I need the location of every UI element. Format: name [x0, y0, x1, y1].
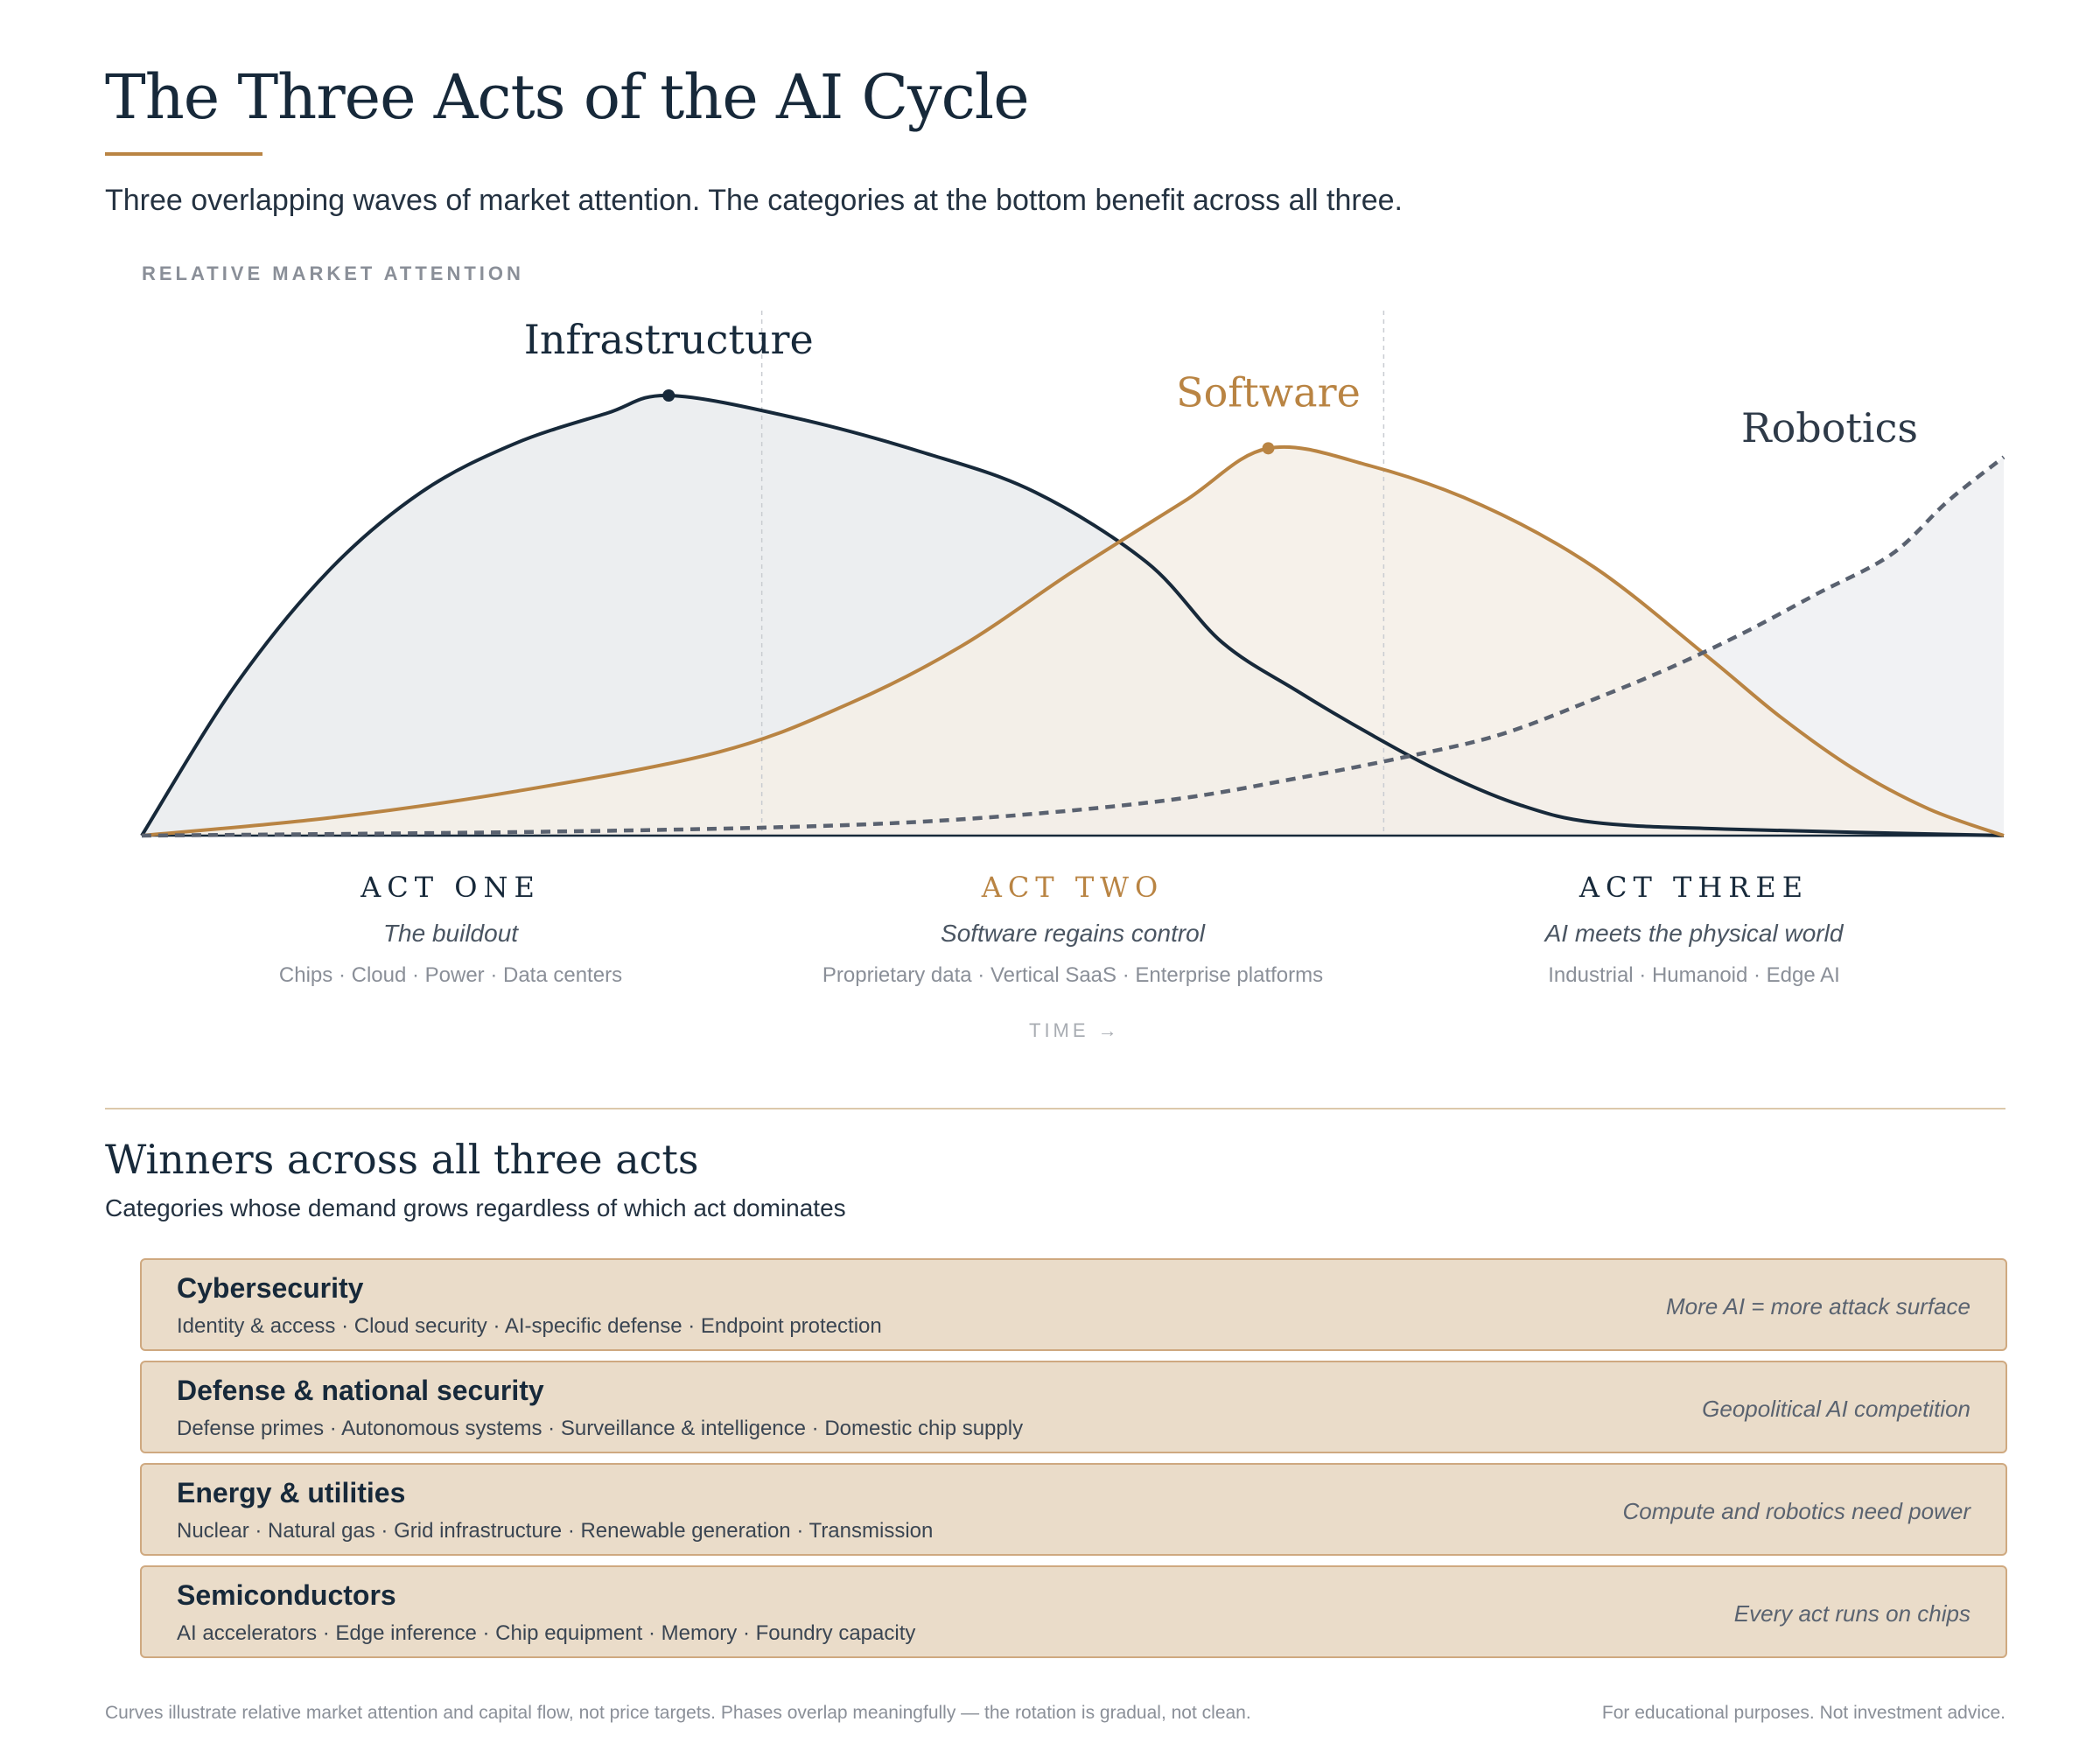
card-items: AI accelerators · Edge inference · Chip … — [177, 1621, 916, 1645]
title-underline — [105, 152, 262, 156]
footnote-advice: For educational purposes. Not investment… — [1601, 1703, 2006, 1723]
infrastructure-peak-marker — [662, 389, 676, 402]
winners-subtitle: Categories whose demand grows regardless… — [105, 1194, 846, 1222]
card-items: Identity & access · Cloud security · AI-… — [177, 1314, 882, 1338]
act-three-subtitle: AI meets the physical world — [1544, 920, 1844, 947]
card-note: Geopolitical AI competition — [1702, 1396, 1970, 1422]
card-note: Compute and robotics need power — [1622, 1498, 1970, 1524]
winner-card-energy: Energy & utilities Nuclear · Natural gas… — [140, 1463, 2007, 1556]
section-divider — [105, 1108, 2006, 1110]
card-note: Every act runs on chips — [1733, 1600, 1970, 1627]
card-name: Energy & utilities — [177, 1477, 406, 1508]
card-note: More AI = more attack surface — [1665, 1293, 1970, 1320]
act-boundaries — [760, 311, 1385, 836]
act-three-items: Industrial · Humanoid · Edge AI — [1548, 963, 1840, 987]
footnote-disclaimer: Curves illustrate relative market attent… — [105, 1703, 1251, 1723]
area-fills — [142, 395, 2004, 836]
act-two-title: ACT TWO — [981, 871, 1165, 904]
card-items: Nuclear · Natural gas · Grid infrastruct… — [177, 1519, 934, 1543]
series-lines — [140, 389, 2006, 838]
page-title: The Three Acts of the AI Cycle — [105, 61, 1030, 133]
act-one-items: Chips · Cloud · Power · Data centers — [278, 963, 623, 987]
act-three-title: ACT THREE — [1578, 871, 1810, 904]
act-two-subtitle: Software regains control — [941, 920, 1205, 947]
x-axis-label: TIME → — [1029, 1019, 1121, 1041]
software-area — [142, 446, 2004, 836]
act-three: ACT THREE AI meets the physical world In… — [1388, 871, 2000, 988]
winner-card-semiconductors: Semiconductors AI accelerators · Edge in… — [140, 1565, 2007, 1658]
software-peak-marker — [1262, 442, 1275, 455]
winner-card-cybersecurity: Cybersecurity Identity & access · Cloud … — [140, 1258, 2007, 1351]
robotics-label: Robotics — [1741, 404, 1918, 452]
y-axis-label: RELATIVE MARKET ATTENTION — [142, 262, 524, 284]
winners-title: Winners across all three acts — [105, 1136, 699, 1183]
act-two: ACT TWO Software regains control Proprie… — [766, 871, 1379, 988]
robotics-line — [141, 455, 2006, 838]
software-line — [141, 444, 2005, 837]
card-name: Defense & national security — [177, 1375, 544, 1406]
infrastructure-line — [140, 393, 2005, 837]
card-name: Semiconductors — [177, 1579, 396, 1611]
attention-chart: Infrastructure Software Robotics — [140, 311, 2006, 838]
act-one-title: ACT ONE — [360, 871, 541, 904]
infrastructure-label: Infrastructure — [524, 316, 814, 363]
act-one: ACT ONE The buildout Chips · Cloud · Pow… — [144, 871, 757, 988]
card-name: Cybersecurity — [177, 1272, 364, 1304]
act-two-items: Proprietary data · Vertical SaaS · Enter… — [822, 963, 1324, 987]
page-subtitle: Three overlapping waves of market attent… — [105, 184, 1403, 217]
card-items: Defense primes · Autonomous systems · Su… — [177, 1417, 1024, 1440]
winner-card-defense: Defense & national security Defense prim… — [140, 1361, 2007, 1453]
series-labels: Infrastructure Software Robotics — [524, 316, 1918, 452]
software-label: Software — [1176, 368, 1361, 416]
act-one-subtitle: The buildout — [382, 920, 519, 947]
